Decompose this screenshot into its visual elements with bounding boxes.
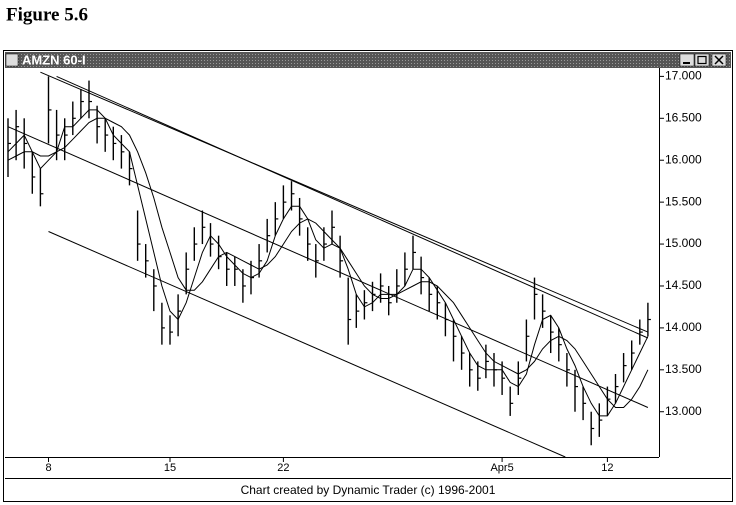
title-bar (5, 52, 731, 68)
y-tick-label: 17.000 (665, 69, 702, 83)
figure-label: Figure 5.6 (6, 4, 88, 25)
y-tick-label: 16.500 (665, 110, 702, 124)
y-tick-label: 15.500 (665, 194, 702, 208)
x-tick-label: 15 (164, 462, 176, 474)
window-buttons[interactable] (679, 53, 727, 67)
trend-line (56, 75, 649, 339)
y-tick-label: 15.000 (665, 236, 702, 250)
trend-line (7, 126, 649, 408)
window-frame (3, 50, 733, 502)
close-icon (714, 55, 724, 65)
y-tick-label: 14.000 (665, 320, 702, 334)
y-tick-label: 16.000 (665, 152, 702, 166)
y-tick-label: 13.500 (665, 362, 702, 376)
x-tick-label: Apr5 (490, 462, 513, 474)
x-tick-label: 8 (45, 462, 51, 474)
trend-line (48, 231, 566, 458)
x-tick-label: 12 (601, 462, 613, 474)
trend-line (40, 71, 649, 333)
maximize-button[interactable] (694, 53, 710, 67)
footer: Chart created by Dynamic Trader (c) 1996… (241, 483, 496, 497)
y-tick-label: 14.500 (665, 278, 702, 292)
moving-average (7, 117, 649, 408)
moving-average (7, 109, 649, 417)
y-tick-label: 13.000 (665, 404, 702, 418)
window-icon (5, 53, 19, 67)
x-tick-label: 22 (277, 462, 289, 474)
window-title: AMZN 60-I (22, 52, 86, 67)
minimize-button[interactable] (679, 53, 695, 67)
maximize-icon (697, 55, 707, 65)
